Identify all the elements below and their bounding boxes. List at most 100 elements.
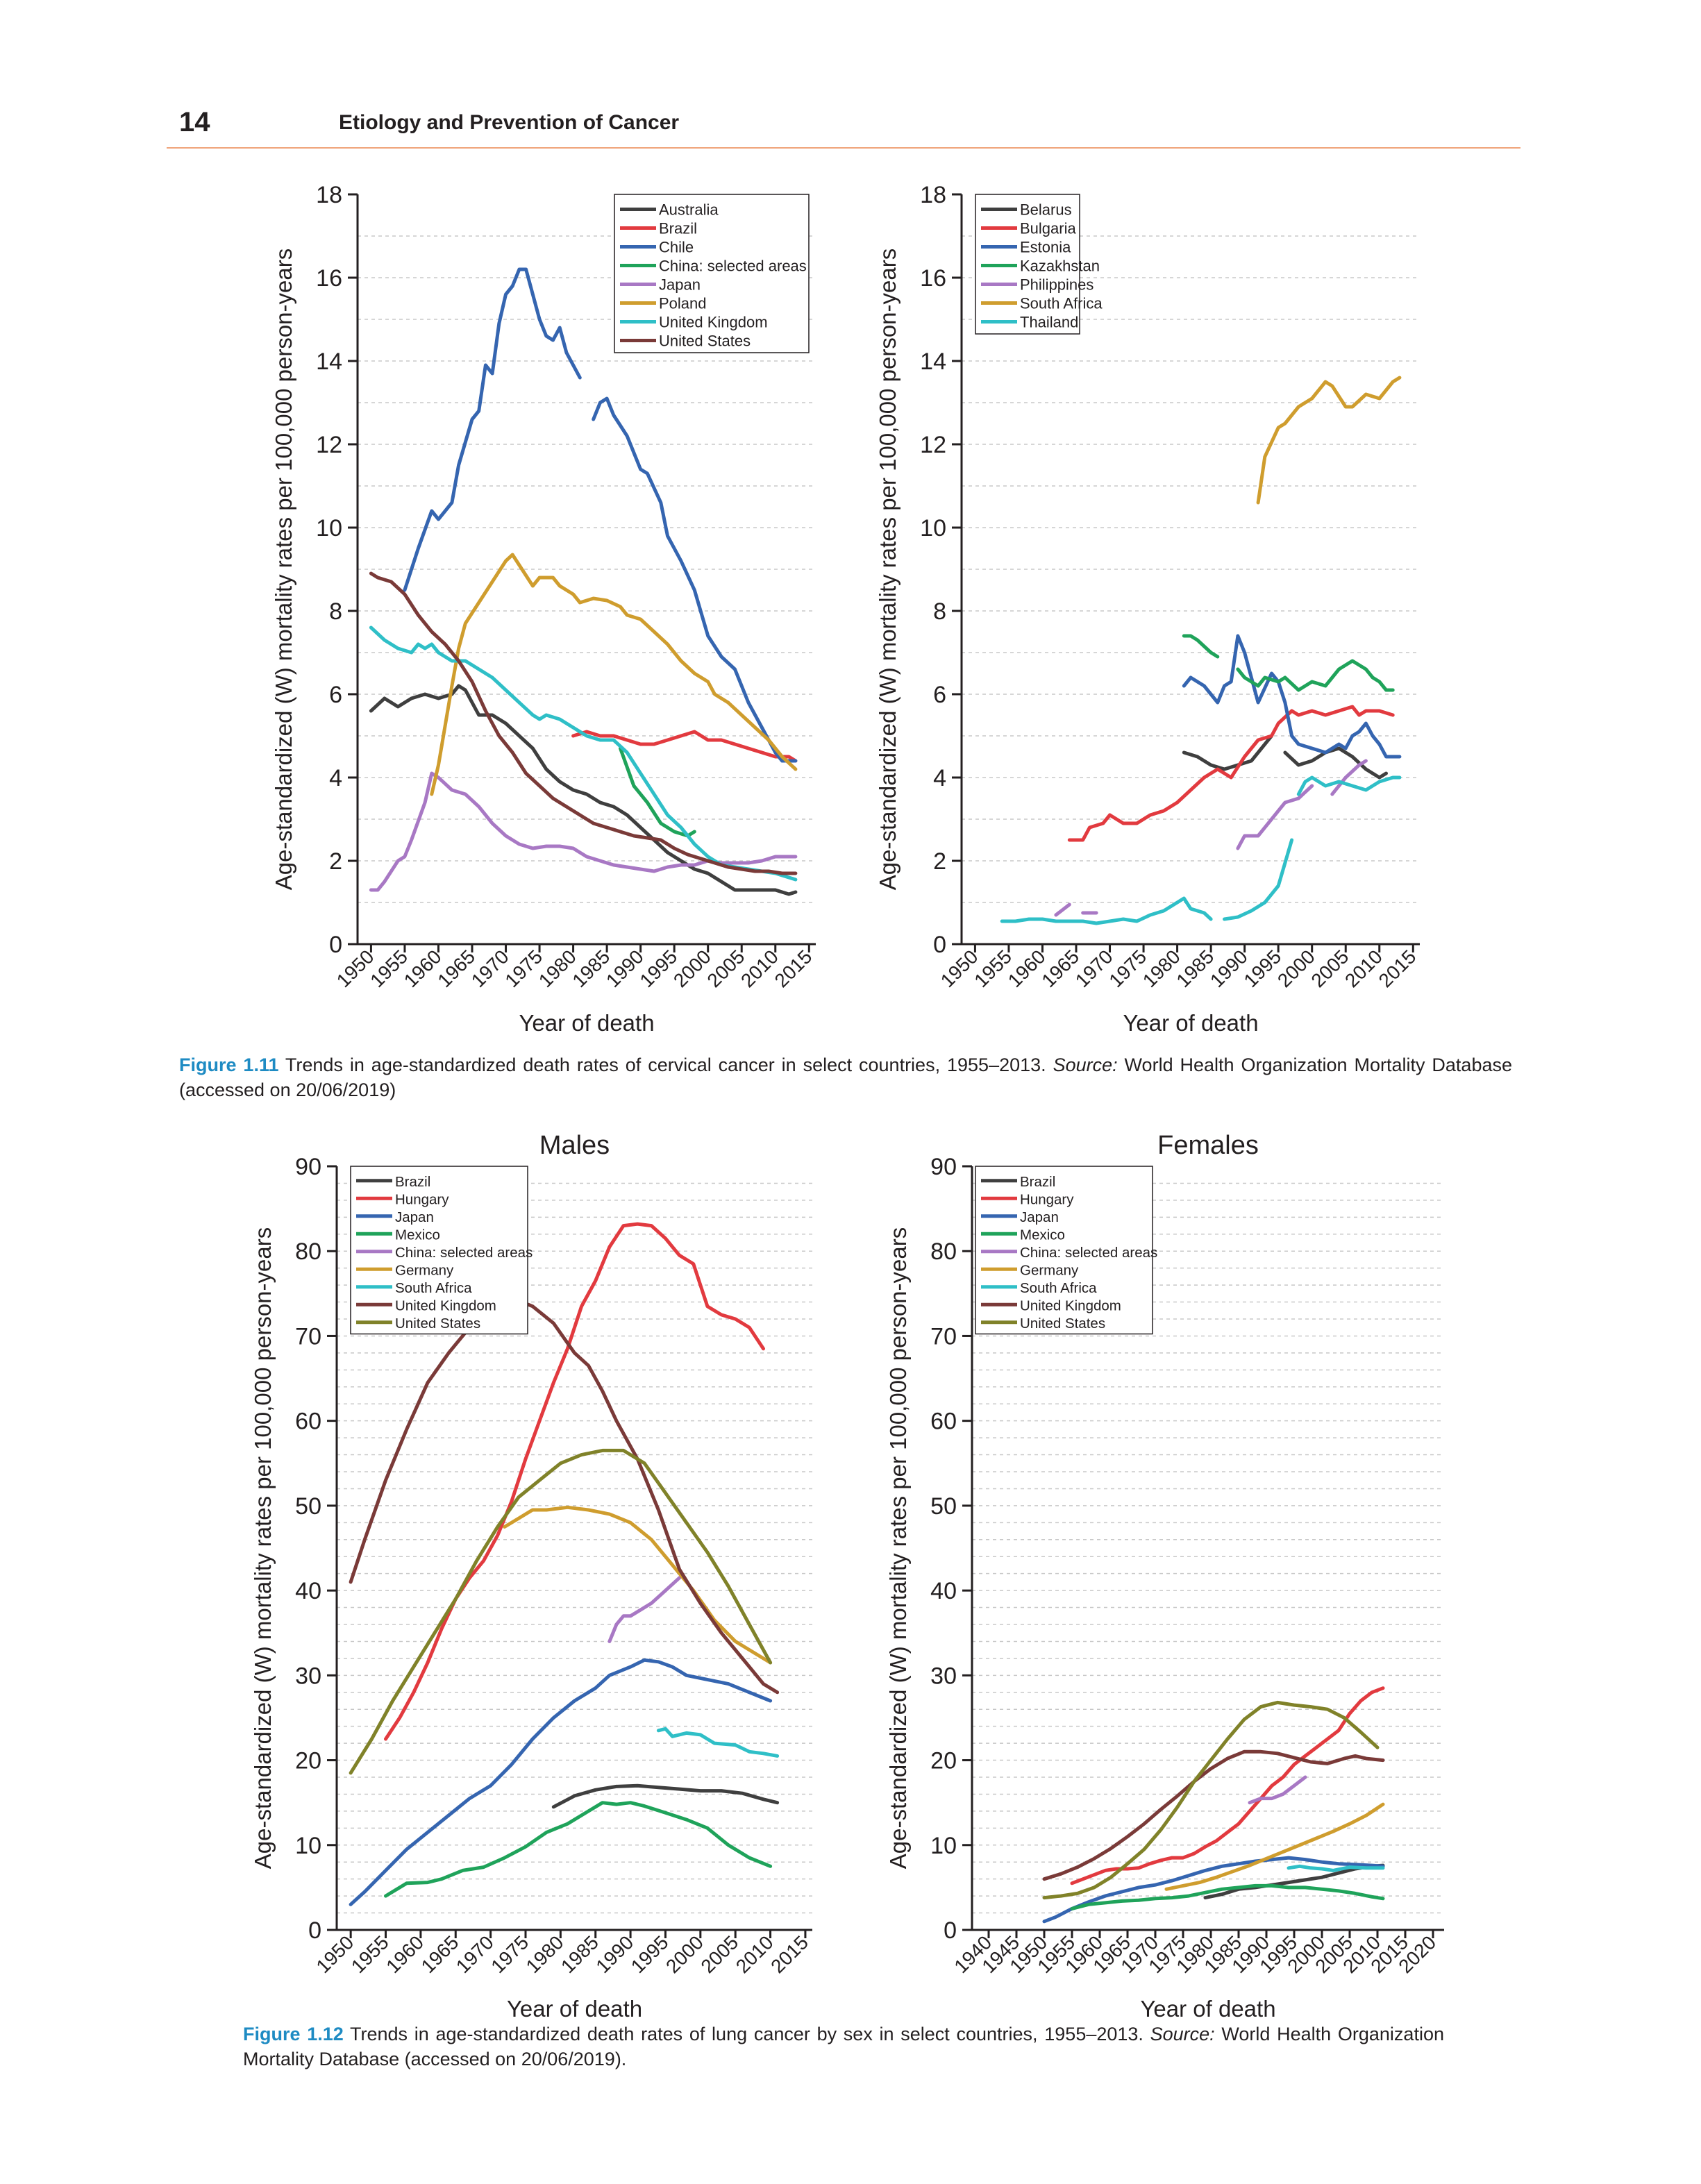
series-united-kingdom [1042, 1749, 1385, 1881]
series-united-states [349, 1448, 773, 1775]
y-tick-label: 2 [329, 848, 342, 875]
series-line-hungary [384, 1222, 765, 1741]
series-south-africa [1256, 376, 1402, 505]
series-line-south-africa [1287, 1864, 1385, 1872]
series-line-poland [430, 553, 798, 796]
y-tick-label: 12 [920, 432, 946, 458]
series-mexico [384, 1801, 773, 1898]
series-japan [1042, 1856, 1385, 1924]
series-thailand [1000, 775, 1402, 925]
x-tick-label: 1970 [452, 1931, 498, 1977]
series-line-japan [369, 771, 798, 892]
x-tick-label: 1985 [557, 1931, 603, 1977]
series-line-china-selected-areas [1248, 1775, 1307, 1805]
series-hungary [1070, 1686, 1385, 1885]
y-tick-label: 40 [930, 1578, 957, 1604]
x-tick-label: 1990 [1206, 946, 1252, 991]
source-text: World Health Organization Mortality Data… [243, 2024, 1444, 2069]
y-tick-label: 18 [920, 182, 946, 208]
y-tick-label: 6 [329, 682, 342, 708]
series-line-belarus [1182, 734, 1273, 771]
series-line-south-africa [1256, 376, 1402, 505]
x-tick-label: 1965 [417, 1931, 463, 1977]
figure-1-11-caption: Figure 1.11 Trends in age-standardized d… [179, 1052, 1512, 1102]
x-tick-label: 1980 [535, 946, 580, 991]
legend-label: United Kingdom [395, 1297, 496, 1313]
y-tick-label: 20 [930, 1748, 957, 1774]
series-south-africa [1287, 1864, 1385, 1872]
lung-males-chart: 0102030405060708090195019551960196519701… [250, 1131, 812, 2020]
x-tick-label: 2005 [703, 946, 749, 991]
series-line-germany [1164, 1802, 1385, 1891]
legend-label: Japan [659, 276, 701, 294]
legend-label: China: selected areas [395, 1245, 533, 1261]
series-line-chile [403, 267, 582, 592]
series-line-thailand [1296, 775, 1402, 796]
running-title: Etiology and Prevention of Cancer [339, 111, 680, 134]
legend-label: China: selected areas [659, 258, 807, 275]
y-tick-label: 6 [933, 682, 946, 708]
x-tick-label: 1975 [1105, 946, 1150, 991]
y-tick-label: 12 [316, 432, 342, 458]
series-line-china-selected-areas [608, 1576, 682, 1643]
y-tick-label: 50 [295, 1493, 321, 1520]
series-line-chile [592, 396, 798, 763]
series-line-kazakhstan [1236, 659, 1395, 692]
source-text: World Health Organization Mortality Data… [179, 1055, 1512, 1100]
legend-label: Germany [395, 1262, 454, 1278]
y-tick-label: 90 [295, 1154, 321, 1180]
series-mexico [1070, 1883, 1385, 1910]
y-tick-label: 0 [308, 1917, 321, 1944]
legend-label: United States [395, 1316, 480, 1332]
series-line-brazil [571, 730, 798, 763]
series-australia [369, 684, 798, 896]
series-south-africa [656, 1727, 780, 1758]
series-hungary [384, 1222, 765, 1741]
legend-label: Belarus [1020, 201, 1072, 219]
y-tick-label: 4 [933, 765, 946, 791]
caption-text: Trends in age-standardized death rates o… [343, 2024, 1150, 2044]
x-tick-label: 1965 [433, 946, 479, 991]
series-germany [503, 1505, 773, 1665]
x-tick-label: 1990 [602, 946, 648, 991]
legend-label: Estonia [1020, 239, 1071, 256]
legend-label: Philippines [1020, 276, 1094, 294]
cervical-chart-right: 0246810121416181950195519601965197019751… [875, 182, 1421, 1036]
x-tick-label: 1960 [400, 946, 446, 991]
x-tick-label: 1985 [568, 946, 614, 991]
y-tick-label: 0 [944, 1917, 957, 1944]
legend-label: United Kingdom [1020, 1297, 1121, 1313]
figure-label: Figure 1.12 [243, 2024, 344, 2044]
chart-title: Females [1157, 1131, 1259, 1160]
y-tick-label: 18 [316, 182, 342, 208]
y-tick-label: 4 [329, 765, 342, 791]
legend-label: Kazakhstan [1020, 258, 1100, 275]
y-tick-label: 8 [329, 598, 342, 625]
series-line-australia [369, 684, 798, 896]
gridlines [962, 235, 1420, 903]
legend-label: Australia [659, 201, 719, 219]
series-line-japan [1042, 1856, 1385, 1924]
x-tick-label: 1955 [347, 1931, 393, 1977]
y-tick-label: 0 [329, 932, 342, 958]
chart-title: Males [539, 1131, 610, 1160]
series-chile [403, 267, 798, 763]
legend-label: Brazil [395, 1174, 430, 1190]
y-tick-label: 14 [920, 348, 946, 375]
series-line-south-africa [656, 1727, 780, 1758]
y-axis-label: Age-standardized (W) mortality rates per… [271, 249, 296, 890]
source-label: Source: [1053, 1055, 1118, 1075]
series-belarus [1182, 734, 1388, 780]
series-line-brazil [551, 1783, 780, 1809]
y-tick-label: 0 [933, 932, 946, 958]
y-tick-label: 70 [930, 1323, 957, 1350]
series-line-kazakhstan [1182, 634, 1220, 659]
page-number: 14 [179, 107, 210, 137]
legend-label: South Africa [1020, 1280, 1097, 1296]
x-tick-label: 2005 [1307, 946, 1353, 991]
y-tick-label: 50 [930, 1493, 957, 1520]
y-tick-label: 20 [295, 1748, 321, 1774]
series-bulgaria [1067, 705, 1395, 842]
